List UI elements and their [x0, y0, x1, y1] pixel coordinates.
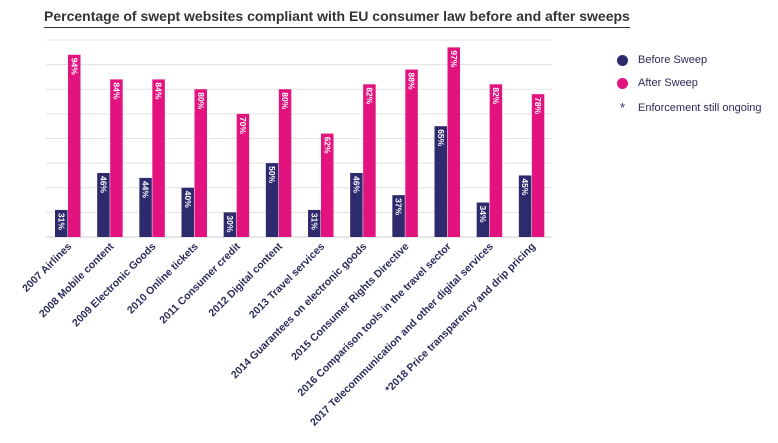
data-label-after-2: 84% — [154, 82, 164, 99]
legend-item-ongoing: * Enforcement still ongoing — [617, 100, 762, 115]
bar-before-2 — [139, 177, 152, 237]
x-tick-label-2: 2009 Electronic Goods — [70, 241, 159, 330]
bar-before-4 — [223, 212, 237, 237]
bar-after-6 — [321, 133, 334, 237]
bar-after-11 — [531, 94, 545, 237]
legend-swatch-after — [617, 77, 628, 89]
bar-before-8 — [392, 195, 405, 237]
data-label-before-8: 37% — [394, 198, 404, 215]
data-label-after-7: 82% — [364, 87, 374, 104]
data-label-before-9: 65% — [436, 129, 446, 146]
x-tick-label-1: 2008 Mobile content — [37, 240, 117, 320]
data-label-after-0: 94% — [69, 58, 79, 75]
x-tick-label-9: 2016 Comparison tools in the travel sect… — [295, 241, 453, 399]
bar-after-8 — [405, 69, 418, 237]
data-label-after-10: 82% — [491, 87, 501, 104]
data-label-after-6: 62% — [322, 137, 332, 154]
legend-item-before-sweep: Before Sweep — [617, 54, 707, 66]
data-label-before-0: 31% — [56, 213, 66, 230]
bar-after-2 — [152, 79, 165, 238]
data-label-after-9: 97% — [449, 50, 459, 67]
data-label-after-4: 70% — [238, 117, 248, 134]
x-tick-label-6: 2013 Travel services — [247, 241, 327, 321]
chart-title: Percentage of swept websites compliant w… — [44, 8, 630, 28]
data-label-after-3: 80% — [196, 92, 206, 109]
bar-before-7 — [350, 172, 363, 237]
bar-before-5 — [265, 163, 279, 237]
bar-after-1 — [110, 79, 123, 238]
bar-before-1 — [97, 172, 110, 237]
x-tick-label-5: 2012 Digital content — [206, 240, 285, 319]
bar-after-9 — [447, 47, 460, 238]
data-label-after-5: 80% — [280, 92, 290, 109]
bar-after-0 — [68, 54, 81, 238]
data-label-before-11: 45% — [520, 178, 530, 195]
legend-label-before: Before Sweep — [638, 54, 708, 66]
legend-label-after: After Sweep — [638, 77, 698, 89]
x-tick-label-11: *2018 Price transparency and drip pricin… — [383, 241, 538, 396]
bar-before-6 — [308, 209, 321, 237]
data-label-before-4: 30% — [225, 215, 235, 232]
bar-after-3 — [194, 89, 207, 237]
legend-label-ongoing: Enforcement still ongoing — [638, 101, 762, 114]
data-label-before-7: 46% — [351, 176, 361, 193]
data-label-before-2: 44% — [141, 181, 151, 198]
data-label-before-1: 46% — [98, 176, 108, 193]
bar-after-4 — [236, 113, 250, 237]
x-tick-label-4: 2011 Consumer credit — [157, 240, 243, 326]
bar-after-5 — [278, 89, 292, 237]
asterisk-icon: * — [619, 100, 626, 115]
bar-before-9 — [434, 126, 447, 237]
bar-before-10 — [476, 202, 490, 237]
bar-before-3 — [181, 187, 194, 237]
bar-before-0 — [55, 209, 68, 237]
data-label-after-1: 84% — [111, 82, 121, 99]
legend-item-after-sweep: After Sweep — [617, 77, 698, 89]
legend-swatch-before — [617, 54, 628, 66]
data-label-after-8: 88% — [407, 73, 417, 90]
data-label-before-5: 50% — [267, 166, 277, 183]
data-label-before-3: 40% — [183, 191, 193, 208]
bar-after-10 — [489, 84, 503, 237]
bar-before-11 — [518, 175, 532, 237]
data-label-before-10: 34% — [478, 206, 488, 223]
bar-after-7 — [363, 84, 376, 237]
x-tick-label-3: 2010 Online tickets — [125, 241, 201, 317]
data-label-after-11: 78% — [533, 97, 543, 114]
data-label-before-6: 31% — [309, 213, 319, 230]
